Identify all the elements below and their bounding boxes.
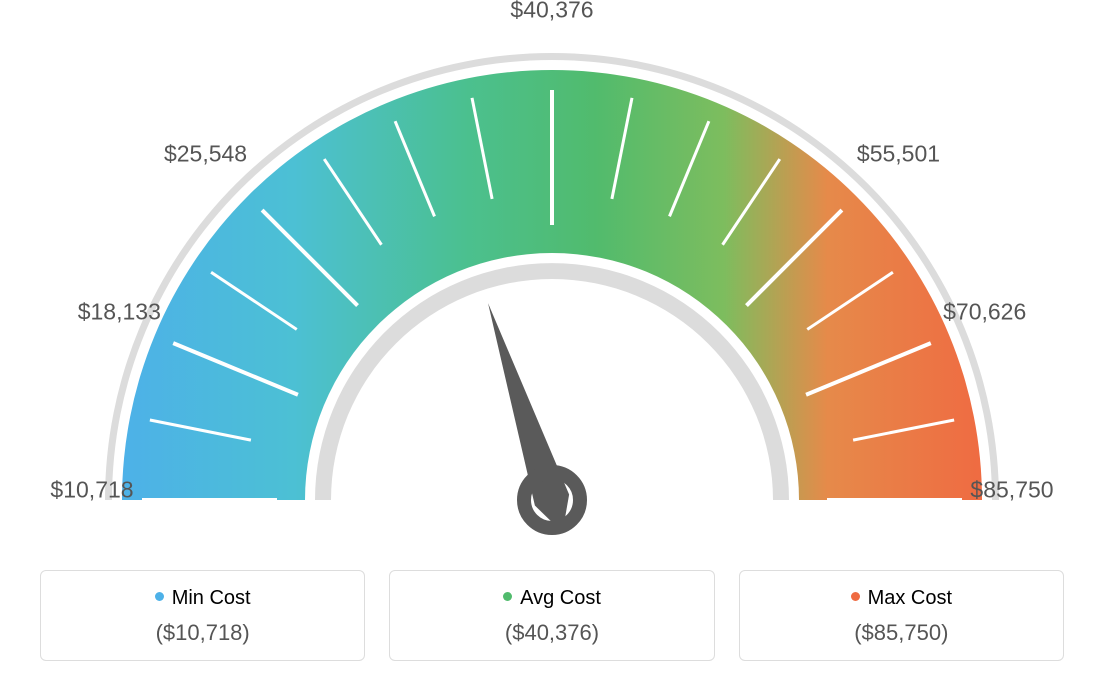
gauge-tick-label: $70,626	[943, 299, 1026, 326]
legend-card-max: Max Cost ($85,750)	[739, 570, 1064, 661]
legend-label-min: Min Cost	[172, 587, 251, 609]
legend-value-avg: ($40,376)	[400, 620, 703, 646]
legend-dot-max	[851, 592, 860, 601]
gauge-tick-label: $55,501	[857, 140, 940, 167]
gauge-tick-label: $18,133	[78, 299, 161, 326]
legend-card-avg: Avg Cost ($40,376)	[389, 570, 714, 661]
gauge-tick-label: $40,376	[510, 0, 593, 24]
legend-title-avg: Avg Cost	[400, 587, 703, 610]
gauge-tick-label: $85,750	[970, 477, 1053, 504]
gauge-chart: $10,718 $18,133 $25,548 $40,376 $55,501 $70,6…	[0, 0, 1104, 560]
legend-card-min: Min Cost ($10,718)	[40, 570, 365, 661]
gauge-svg	[0, 0, 1104, 560]
legend-label-avg: Avg Cost	[520, 587, 601, 609]
legend-dot-avg	[503, 592, 512, 601]
gauge-tick-label: $25,548	[164, 140, 247, 167]
legend-value-max: ($85,750)	[750, 620, 1053, 646]
legend-value-min: ($10,718)	[51, 620, 354, 646]
legend-title-max: Max Cost	[750, 587, 1053, 610]
legend-title-min: Min Cost	[51, 587, 354, 610]
legend-row: Min Cost ($10,718) Avg Cost ($40,376) Ma…	[0, 570, 1104, 661]
legend-label-max: Max Cost	[868, 587, 952, 609]
gauge-tick-label: $10,718	[50, 477, 133, 504]
legend-dot-min	[155, 592, 164, 601]
